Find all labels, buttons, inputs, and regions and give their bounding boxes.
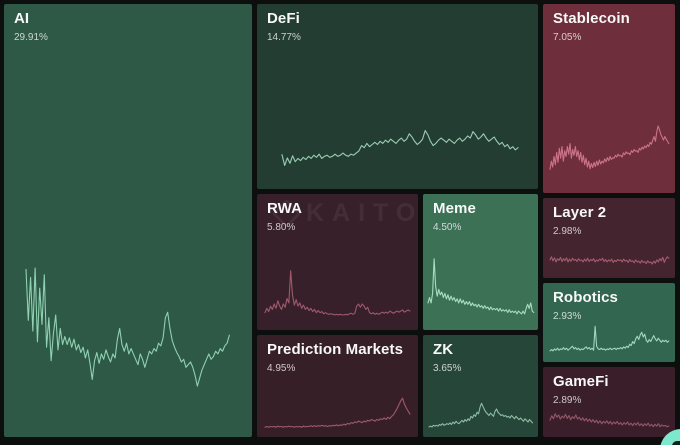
tile-share-percent: 2.93% [553,310,582,322]
tile-sparkline [265,267,410,321]
tile-sparkline [550,322,669,355]
tile-title: DeFi [267,10,300,27]
treemap-tile-layer-2[interactable]: Layer 2 2.98% [543,198,675,278]
treemap-tile-gamefi[interactable]: GameFi 2.89% [543,367,675,437]
tile-title: RWA [267,200,303,217]
kaito-badge-glyph-icon [672,441,680,445]
tile-share-percent: 5.80% [267,221,296,233]
tile-title: ZK [433,341,454,358]
tile-share-percent: 3.65% [433,362,462,374]
tile-sparkline [550,119,669,178]
tile-share-percent: 2.98% [553,225,582,237]
treemap-tile-rwa[interactable]: RWA 5.80% [257,194,418,330]
treemap-tile-zk[interactable]: ZK 3.65% [423,335,538,437]
tile-title: Prediction Markets [267,341,404,358]
tile-share-percent: 7.05% [553,31,582,43]
tile-share-percent: 29.91% [14,31,48,43]
treemap-tile-meme[interactable]: Meme 4.50% [423,194,538,330]
tile-title: AI [14,10,30,27]
tile-title: Stablecoin [553,10,630,27]
tile-sparkline [429,389,533,430]
tile-share-percent: 14.77% [267,31,301,43]
tile-sparkline [265,392,410,431]
tile-sparkline [428,254,534,322]
tile-title: Layer 2 [553,204,607,221]
tile-share-percent: 2.89% [553,394,582,406]
tile-sparkline [550,402,669,431]
treemap-tile-prediction-markets[interactable]: Prediction Markets 4.95% [257,335,418,437]
tile-share-percent: 4.95% [267,362,296,374]
tile-sparkline [26,264,229,398]
treemap-tile-defi[interactable]: DeFi 14.77% [257,4,538,189]
tile-share-percent: 4.50% [433,221,462,233]
tile-sparkline [282,115,518,169]
treemap-tile-robotics[interactable]: Robotics 2.93% [543,283,675,362]
treemap-tile-ai[interactable]: AI 29.91% [4,4,252,437]
tile-title: GameFi [553,373,609,390]
tile-title: Robotics [553,289,618,306]
tile-sparkline [550,247,669,268]
treemap-tile-stablecoin[interactable]: Stablecoin 7.05% [543,4,675,193]
tile-title: Meme [433,200,476,217]
